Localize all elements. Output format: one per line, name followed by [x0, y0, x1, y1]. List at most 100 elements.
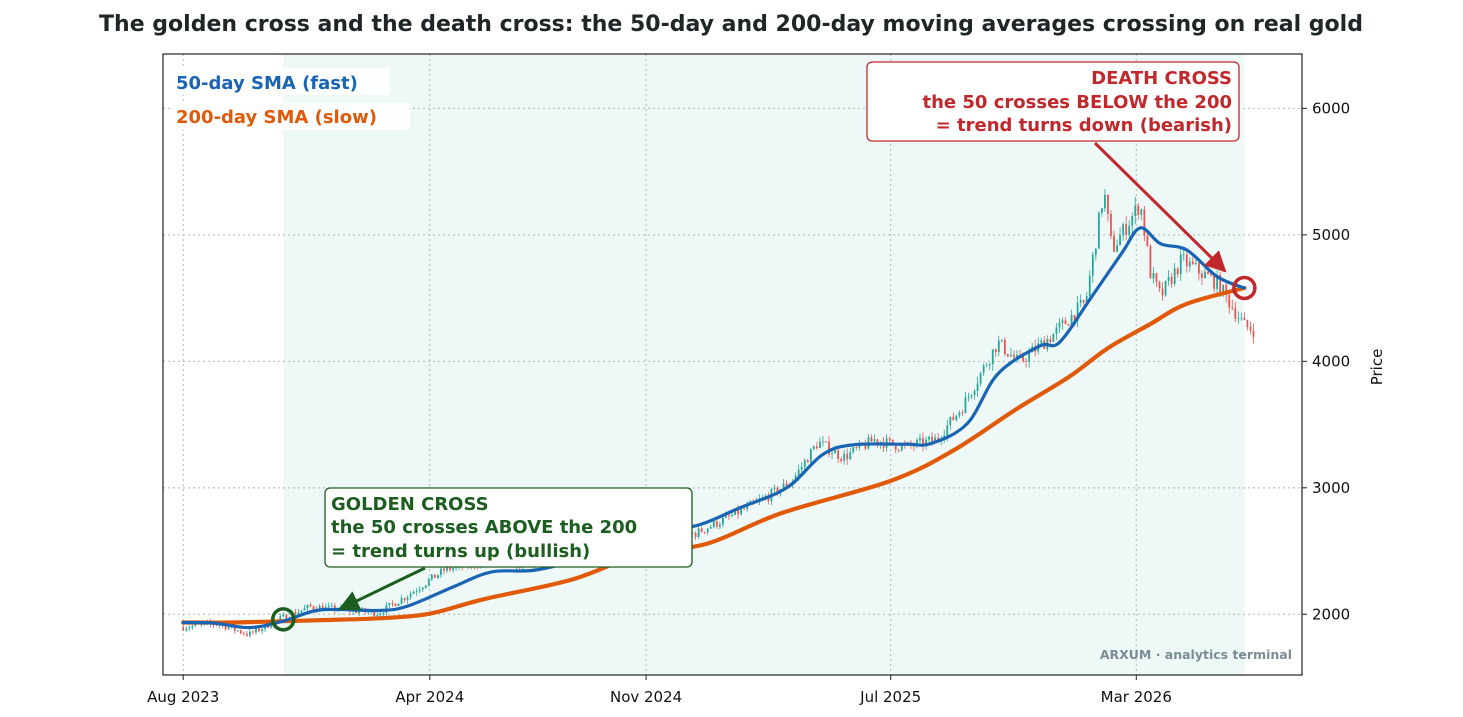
candle-body [715, 521, 718, 527]
candle-body [809, 448, 812, 463]
candle-body [309, 604, 312, 607]
candle-body [728, 515, 730, 516]
candle-body [725, 515, 727, 518]
candle-body [1146, 235, 1149, 247]
candle-body [1013, 354, 1015, 358]
candle-body [449, 566, 451, 570]
candle-body [870, 437, 873, 442]
candle-body [1191, 261, 1194, 264]
candle-body [925, 439, 927, 447]
candle-body [1179, 254, 1182, 275]
candle-body [1182, 254, 1185, 256]
candle-body [849, 452, 852, 460]
candle-body [427, 579, 430, 586]
candle-body [388, 602, 391, 606]
candle-body [776, 487, 779, 494]
candle-body [239, 630, 242, 634]
golden-cross-title: GOLDEN CROSS [331, 494, 489, 515]
chart-title: The golden cross and the death cross: th… [99, 12, 1363, 37]
candle-body [828, 441, 830, 455]
candle-body [194, 623, 197, 626]
candle-body [1116, 245, 1118, 252]
candle-body [433, 574, 436, 578]
candle-body [330, 605, 333, 607]
candle-body [1010, 354, 1012, 357]
death-cross-box [866, 61, 1240, 142]
candle-body [888, 438, 891, 440]
candle-body [1216, 274, 1219, 289]
candle-body [1219, 274, 1222, 296]
candle-body [1061, 320, 1064, 324]
candle-body [1079, 300, 1082, 303]
candle-body [1007, 353, 1009, 357]
candle-body [1210, 274, 1212, 276]
candle-body [1170, 276, 1173, 285]
candle-body [740, 508, 742, 515]
candle-body [409, 593, 412, 598]
candle-body [394, 603, 397, 607]
candle-body [1100, 208, 1103, 213]
candle-body [712, 521, 715, 527]
candle-body [285, 614, 288, 620]
candle-body [312, 606, 315, 610]
candle-body [303, 608, 306, 611]
candle-body [227, 627, 230, 630]
candle-body [1076, 302, 1079, 321]
candle-body [973, 390, 976, 396]
candle-body [1064, 320, 1067, 325]
legend: 50-day SMA (fast) 200-day SMA (slow) [172, 68, 410, 130]
candle-body [443, 568, 445, 571]
candle-body [1161, 288, 1164, 296]
golden-cross-annotation: GOLDEN CROSS the 50 crosses ABOVE the 20… [324, 487, 693, 611]
candle-body [982, 365, 985, 373]
candle-body [318, 605, 321, 611]
candle-body [843, 453, 846, 461]
x-tick-label: Nov 2024 [610, 688, 682, 706]
candle-body [1240, 317, 1243, 319]
candle-body [718, 524, 721, 527]
candle-body [397, 603, 400, 607]
candle-body [825, 441, 827, 443]
candle-body [1113, 236, 1115, 252]
death-cross-arrow [1093, 141, 1227, 273]
candle-body [1225, 285, 1228, 295]
candle-body [1201, 273, 1203, 278]
candle-body [949, 416, 952, 426]
y-tick-label: 2000 [1312, 605, 1350, 623]
candle-body [1137, 205, 1140, 215]
candle-body [1140, 209, 1143, 215]
candle-body [233, 625, 236, 631]
candle-body [734, 509, 736, 515]
candle-body [797, 469, 800, 476]
candle-body [436, 574, 439, 578]
candle-body [928, 436, 930, 440]
candle-body [1016, 354, 1018, 358]
candle-body [452, 568, 454, 570]
candle-body [245, 633, 248, 636]
x-tick-label: Apr 2024 [395, 688, 464, 706]
moving-average-lines [181, 226, 1247, 630]
candle-body [706, 528, 709, 533]
candle-body [916, 440, 918, 447]
candle-body [400, 598, 403, 604]
candle-body [964, 397, 967, 414]
candle-body [1055, 327, 1058, 334]
candle-body [306, 604, 309, 609]
candle-body [1246, 320, 1249, 327]
candle-body [834, 450, 836, 454]
death-cross-line-3: = trend turns down (bearish) [936, 115, 1232, 136]
candle-body [1204, 271, 1206, 278]
candle-body [922, 438, 924, 447]
candle-body [782, 483, 785, 490]
candle-body [1003, 339, 1006, 354]
candle-body [1049, 339, 1052, 342]
candle-body [1107, 194, 1109, 214]
candle-body [1185, 254, 1188, 267]
candle-body [837, 450, 840, 459]
candle-body [1082, 300, 1085, 303]
candle-body [700, 528, 703, 532]
candle-body [1058, 323, 1061, 328]
candle-body [252, 631, 254, 633]
candle-body [976, 383, 979, 391]
